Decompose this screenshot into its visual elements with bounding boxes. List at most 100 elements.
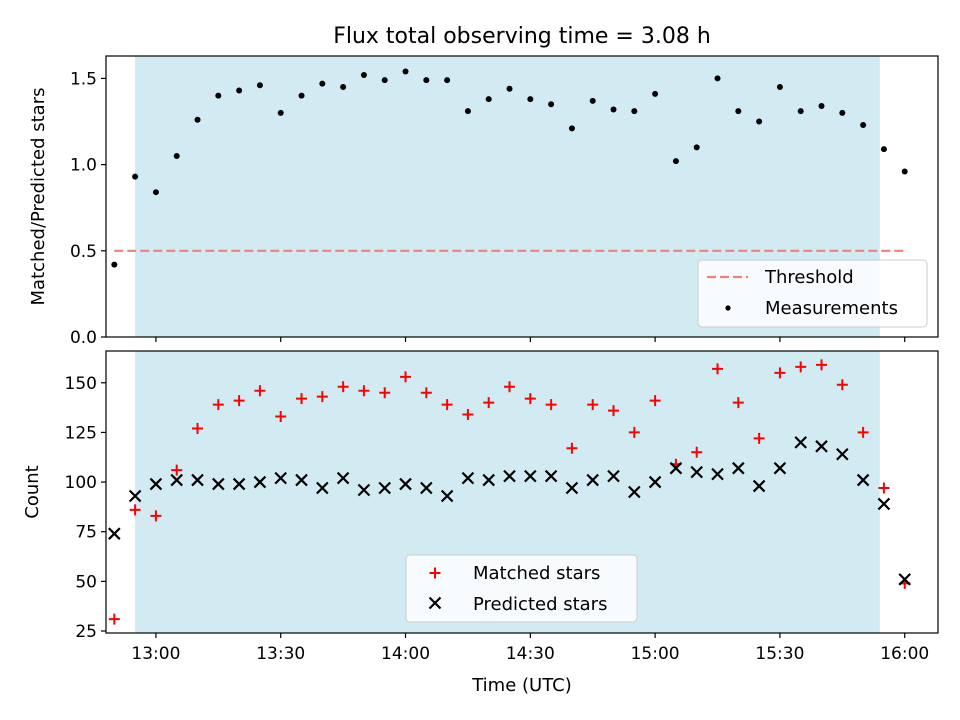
legend-box bbox=[405, 554, 638, 623]
measurement-point bbox=[215, 92, 222, 99]
predicted-stars-point bbox=[232, 477, 246, 491]
predicted-stars-point bbox=[191, 473, 204, 487]
measurement-point bbox=[652, 90, 659, 97]
measurement-point bbox=[527, 96, 534, 103]
x-tick-label: 13:30 bbox=[256, 644, 305, 664]
matched-stars-point bbox=[233, 395, 245, 407]
x-tick-label: 16:00 bbox=[880, 644, 929, 664]
predicted-stars-point bbox=[877, 497, 891, 511]
y-tick-label: 50 bbox=[75, 572, 97, 592]
measurement-point bbox=[444, 77, 451, 84]
predicted-stars-point bbox=[295, 473, 308, 487]
axes-frame bbox=[105, 55, 939, 338]
matched-stars-point bbox=[296, 393, 308, 405]
x-tick-label: 14:00 bbox=[381, 644, 430, 664]
predicted-stars-point bbox=[711, 467, 724, 481]
measurement-point bbox=[610, 106, 617, 113]
predicted-stars-point bbox=[669, 461, 683, 475]
predicted-stars-point bbox=[856, 473, 870, 487]
predicted-stars-point bbox=[586, 473, 599, 487]
predicted-stars-point bbox=[524, 469, 537, 483]
predicted-stars-point bbox=[170, 473, 183, 487]
matched-stars-point bbox=[628, 426, 640, 438]
matched-stars-point bbox=[649, 395, 661, 407]
matched-stars-point bbox=[691, 446, 703, 458]
y-tick-label: 25 bbox=[75, 622, 97, 642]
predicted-stars-point bbox=[399, 477, 412, 491]
predicted-stars-point bbox=[503, 469, 516, 483]
legend-predicted-label: Predicted stars bbox=[473, 594, 607, 615]
matched-stars-point bbox=[275, 411, 287, 423]
y-tick-label: 0.5 bbox=[70, 242, 97, 262]
predicted-stars-point bbox=[461, 471, 475, 485]
measurement-point bbox=[360, 71, 367, 78]
plot-marks bbox=[108, 359, 911, 625]
predicted-stars-point bbox=[794, 436, 807, 449]
measurement-point bbox=[402, 68, 409, 75]
matched-stars-point bbox=[774, 367, 786, 379]
measurement-point bbox=[568, 125, 575, 132]
matched-stars-point bbox=[254, 385, 266, 397]
y-tick-label: 125 bbox=[65, 423, 97, 443]
x-tick-label: 15:00 bbox=[631, 644, 680, 664]
predicted-stars-point bbox=[607, 469, 620, 483]
matched-stars-point bbox=[878, 482, 890, 494]
measurement-point bbox=[672, 158, 679, 165]
predicted-stars-point bbox=[420, 481, 433, 495]
x-tick-label: 15:30 bbox=[755, 644, 804, 664]
predicted-stars-point bbox=[648, 475, 662, 489]
measurement-point bbox=[735, 108, 742, 115]
predicted-stars-point bbox=[440, 489, 454, 503]
x-axis-label: Time (UTC) bbox=[471, 675, 572, 696]
y-axis-label: Count bbox=[22, 465, 43, 518]
measurement-point bbox=[152, 189, 159, 196]
predicted-stars-point bbox=[482, 473, 495, 487]
matched-stars-point bbox=[337, 381, 349, 393]
measurement-point bbox=[860, 121, 867, 128]
predicted-stars-point bbox=[732, 461, 745, 475]
measurement-point bbox=[194, 116, 201, 123]
panel-star-counts: 25 50 75 100 125 150 13:00 13:30 14:00 14:30 15:00… bbox=[22, 350, 939, 664]
matched-stars-point bbox=[316, 391, 328, 403]
predicted-stars-point bbox=[357, 483, 371, 497]
predicted-stars-point bbox=[274, 471, 287, 485]
matched-stars-point bbox=[129, 504, 141, 516]
measurement-point bbox=[631, 108, 638, 115]
matched-stars-point bbox=[420, 387, 432, 399]
matched-stars-point bbox=[192, 422, 204, 434]
y-axis-label: Matched/Predicted stars bbox=[28, 88, 49, 306]
predicted-stars-point bbox=[378, 481, 391, 495]
measurement-point bbox=[776, 84, 783, 91]
figure-title: Flux total observing time = 3.08 h bbox=[333, 24, 711, 49]
matched-stars-point bbox=[483, 397, 495, 409]
measurement-point bbox=[423, 77, 430, 84]
y-tick-label: 150 bbox=[65, 374, 97, 394]
legend-measurement-swatch bbox=[725, 305, 731, 311]
predicted-stars-point bbox=[544, 469, 558, 483]
measurement-point bbox=[589, 97, 596, 104]
legend-box bbox=[697, 259, 928, 328]
predicted-stars-point bbox=[212, 477, 225, 491]
measurement-point bbox=[693, 144, 700, 151]
matched-stars-point bbox=[816, 359, 828, 371]
matched-stars-point bbox=[462, 409, 474, 421]
plot-marks bbox=[111, 68, 908, 268]
predicted-stars-point bbox=[628, 485, 641, 499]
matched-stars-point bbox=[400, 371, 412, 383]
predicted-stars-point bbox=[690, 465, 703, 479]
measurement-point bbox=[256, 82, 263, 89]
matched-stars-point bbox=[753, 432, 765, 444]
measurement-point bbox=[381, 77, 388, 84]
predicted-stars-point bbox=[898, 573, 911, 586]
measurement-point bbox=[839, 109, 846, 116]
y-tick-label: 75 bbox=[75, 523, 97, 543]
measurement-point bbox=[756, 118, 763, 125]
matched-stars-point bbox=[379, 387, 391, 399]
matched-stars-point bbox=[732, 397, 744, 409]
measurement-point bbox=[901, 168, 908, 175]
matched-stars-point bbox=[587, 399, 599, 411]
y-tick-label: 1.5 bbox=[70, 69, 97, 89]
measurement-point bbox=[506, 85, 513, 92]
predicted-stars-point bbox=[336, 471, 350, 485]
